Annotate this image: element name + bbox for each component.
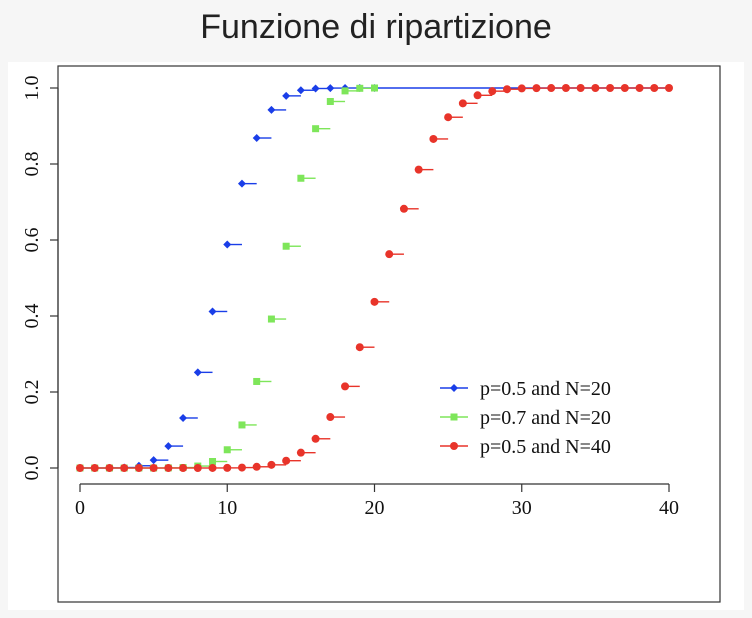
- data-point: [282, 242, 290, 250]
- data-point: [164, 442, 173, 451]
- data-point: [179, 464, 188, 472]
- data-point: [267, 105, 276, 114]
- data-point: [458, 99, 467, 108]
- series-2: [76, 84, 378, 472]
- legend-marker: [450, 442, 458, 450]
- data-point: [209, 458, 217, 466]
- data-point: [311, 434, 320, 443]
- data-point: [665, 84, 673, 92]
- legend-item: p=0.5 and N=20: [440, 378, 611, 400]
- x-tick-label: 10: [217, 497, 237, 519]
- data-point: [561, 84, 570, 92]
- legend: p=0.5 and N=20 p=0.7 and N=20 p=0.5 and N=…: [440, 378, 611, 458]
- plot-frame: [57, 65, 721, 603]
- data-point: [341, 382, 350, 391]
- data-point: [356, 84, 364, 92]
- y-tick-label: 0.8: [21, 152, 43, 177]
- data-point: [326, 413, 335, 422]
- data-point: [576, 84, 585, 92]
- series-layer: [76, 84, 673, 472]
- data-point: [355, 343, 364, 352]
- data-point: [296, 448, 305, 457]
- data-point: [105, 464, 114, 472]
- data-point: [267, 315, 275, 323]
- legend-label: p=0.5 and N=40: [480, 436, 611, 458]
- data-point: [193, 464, 202, 472]
- data-point: [370, 297, 379, 306]
- data-point: [503, 85, 512, 94]
- data-point: [399, 204, 408, 213]
- data-point: [164, 464, 173, 472]
- data-point: [252, 462, 261, 471]
- data-point: [134, 464, 143, 472]
- data-point: [620, 84, 629, 92]
- data-point: [223, 240, 232, 249]
- data-point: [90, 464, 99, 472]
- data-point: [326, 84, 335, 93]
- data-point: [223, 463, 232, 472]
- data-point: [429, 134, 438, 143]
- data-point: [635, 84, 644, 92]
- data-point: [532, 84, 541, 93]
- data-point: [444, 113, 453, 122]
- data-point: [385, 250, 394, 259]
- data-point: [312, 125, 320, 133]
- y-tick-label: 0.4: [21, 304, 43, 329]
- series-3: [76, 84, 673, 472]
- data-point: [517, 84, 526, 93]
- y-tick-label: 0.2: [21, 380, 43, 405]
- data-point: [149, 464, 158, 472]
- data-point: [76, 464, 84, 472]
- data-point: [179, 413, 188, 422]
- chart-title: Funzione di ripartizione: [200, 8, 552, 46]
- legend-marker: [450, 413, 458, 421]
- data-point: [650, 84, 659, 92]
- data-point: [296, 86, 305, 95]
- data-point: [237, 463, 246, 472]
- data-point: [193, 368, 202, 377]
- data-point: [208, 307, 217, 316]
- legend-label: p=0.5 and N=20: [480, 378, 611, 400]
- data-point: [149, 456, 158, 465]
- data-point: [311, 84, 320, 93]
- x-tick-label: 40: [659, 497, 679, 519]
- data-point: [252, 134, 261, 143]
- data-point: [371, 84, 378, 92]
- data-point: [237, 179, 246, 188]
- y-tick-label: 0.0: [21, 456, 43, 481]
- data-point: [547, 84, 556, 93]
- data-point: [223, 446, 231, 454]
- x-tick-label: 20: [365, 497, 385, 519]
- data-point: [238, 421, 246, 429]
- y-tick-label: 1.0: [21, 76, 43, 101]
- y-tick-label: 0.6: [21, 228, 43, 253]
- legend-item: p=0.5 and N=40: [440, 436, 611, 458]
- data-point: [473, 91, 482, 100]
- x-tick-label: 0: [75, 497, 85, 519]
- data-point: [297, 174, 305, 182]
- axes: 0 10 20 30 40 0.0 0.2 0.4 0.6 0.8 1.0: [21, 65, 721, 603]
- x-tick-label: 30: [512, 497, 532, 519]
- plot-panel: 0 10 20 30 40 0.0 0.2 0.4 0.6 0.8 1.0 p=0.5 and N=…: [8, 62, 744, 610]
- data-point: [208, 463, 217, 472]
- data-point: [341, 87, 349, 95]
- data-point: [414, 165, 423, 174]
- legend-item: p=0.7 and N=20: [440, 407, 611, 429]
- legend-marker: [450, 384, 458, 392]
- data-point: [282, 91, 291, 100]
- legend-label: p=0.7 and N=20: [480, 407, 611, 429]
- data-point: [591, 84, 600, 92]
- data-point: [488, 87, 497, 96]
- data-point: [606, 84, 615, 92]
- cdf-chart: 0 10 20 30 40 0.0 0.2 0.4 0.6 0.8 1.0 p=0.5 and N=…: [21, 65, 721, 603]
- data-point: [326, 97, 334, 105]
- data-point: [120, 464, 129, 472]
- data-point: [253, 377, 261, 385]
- data-point: [267, 460, 276, 469]
- data-point: [282, 456, 291, 465]
